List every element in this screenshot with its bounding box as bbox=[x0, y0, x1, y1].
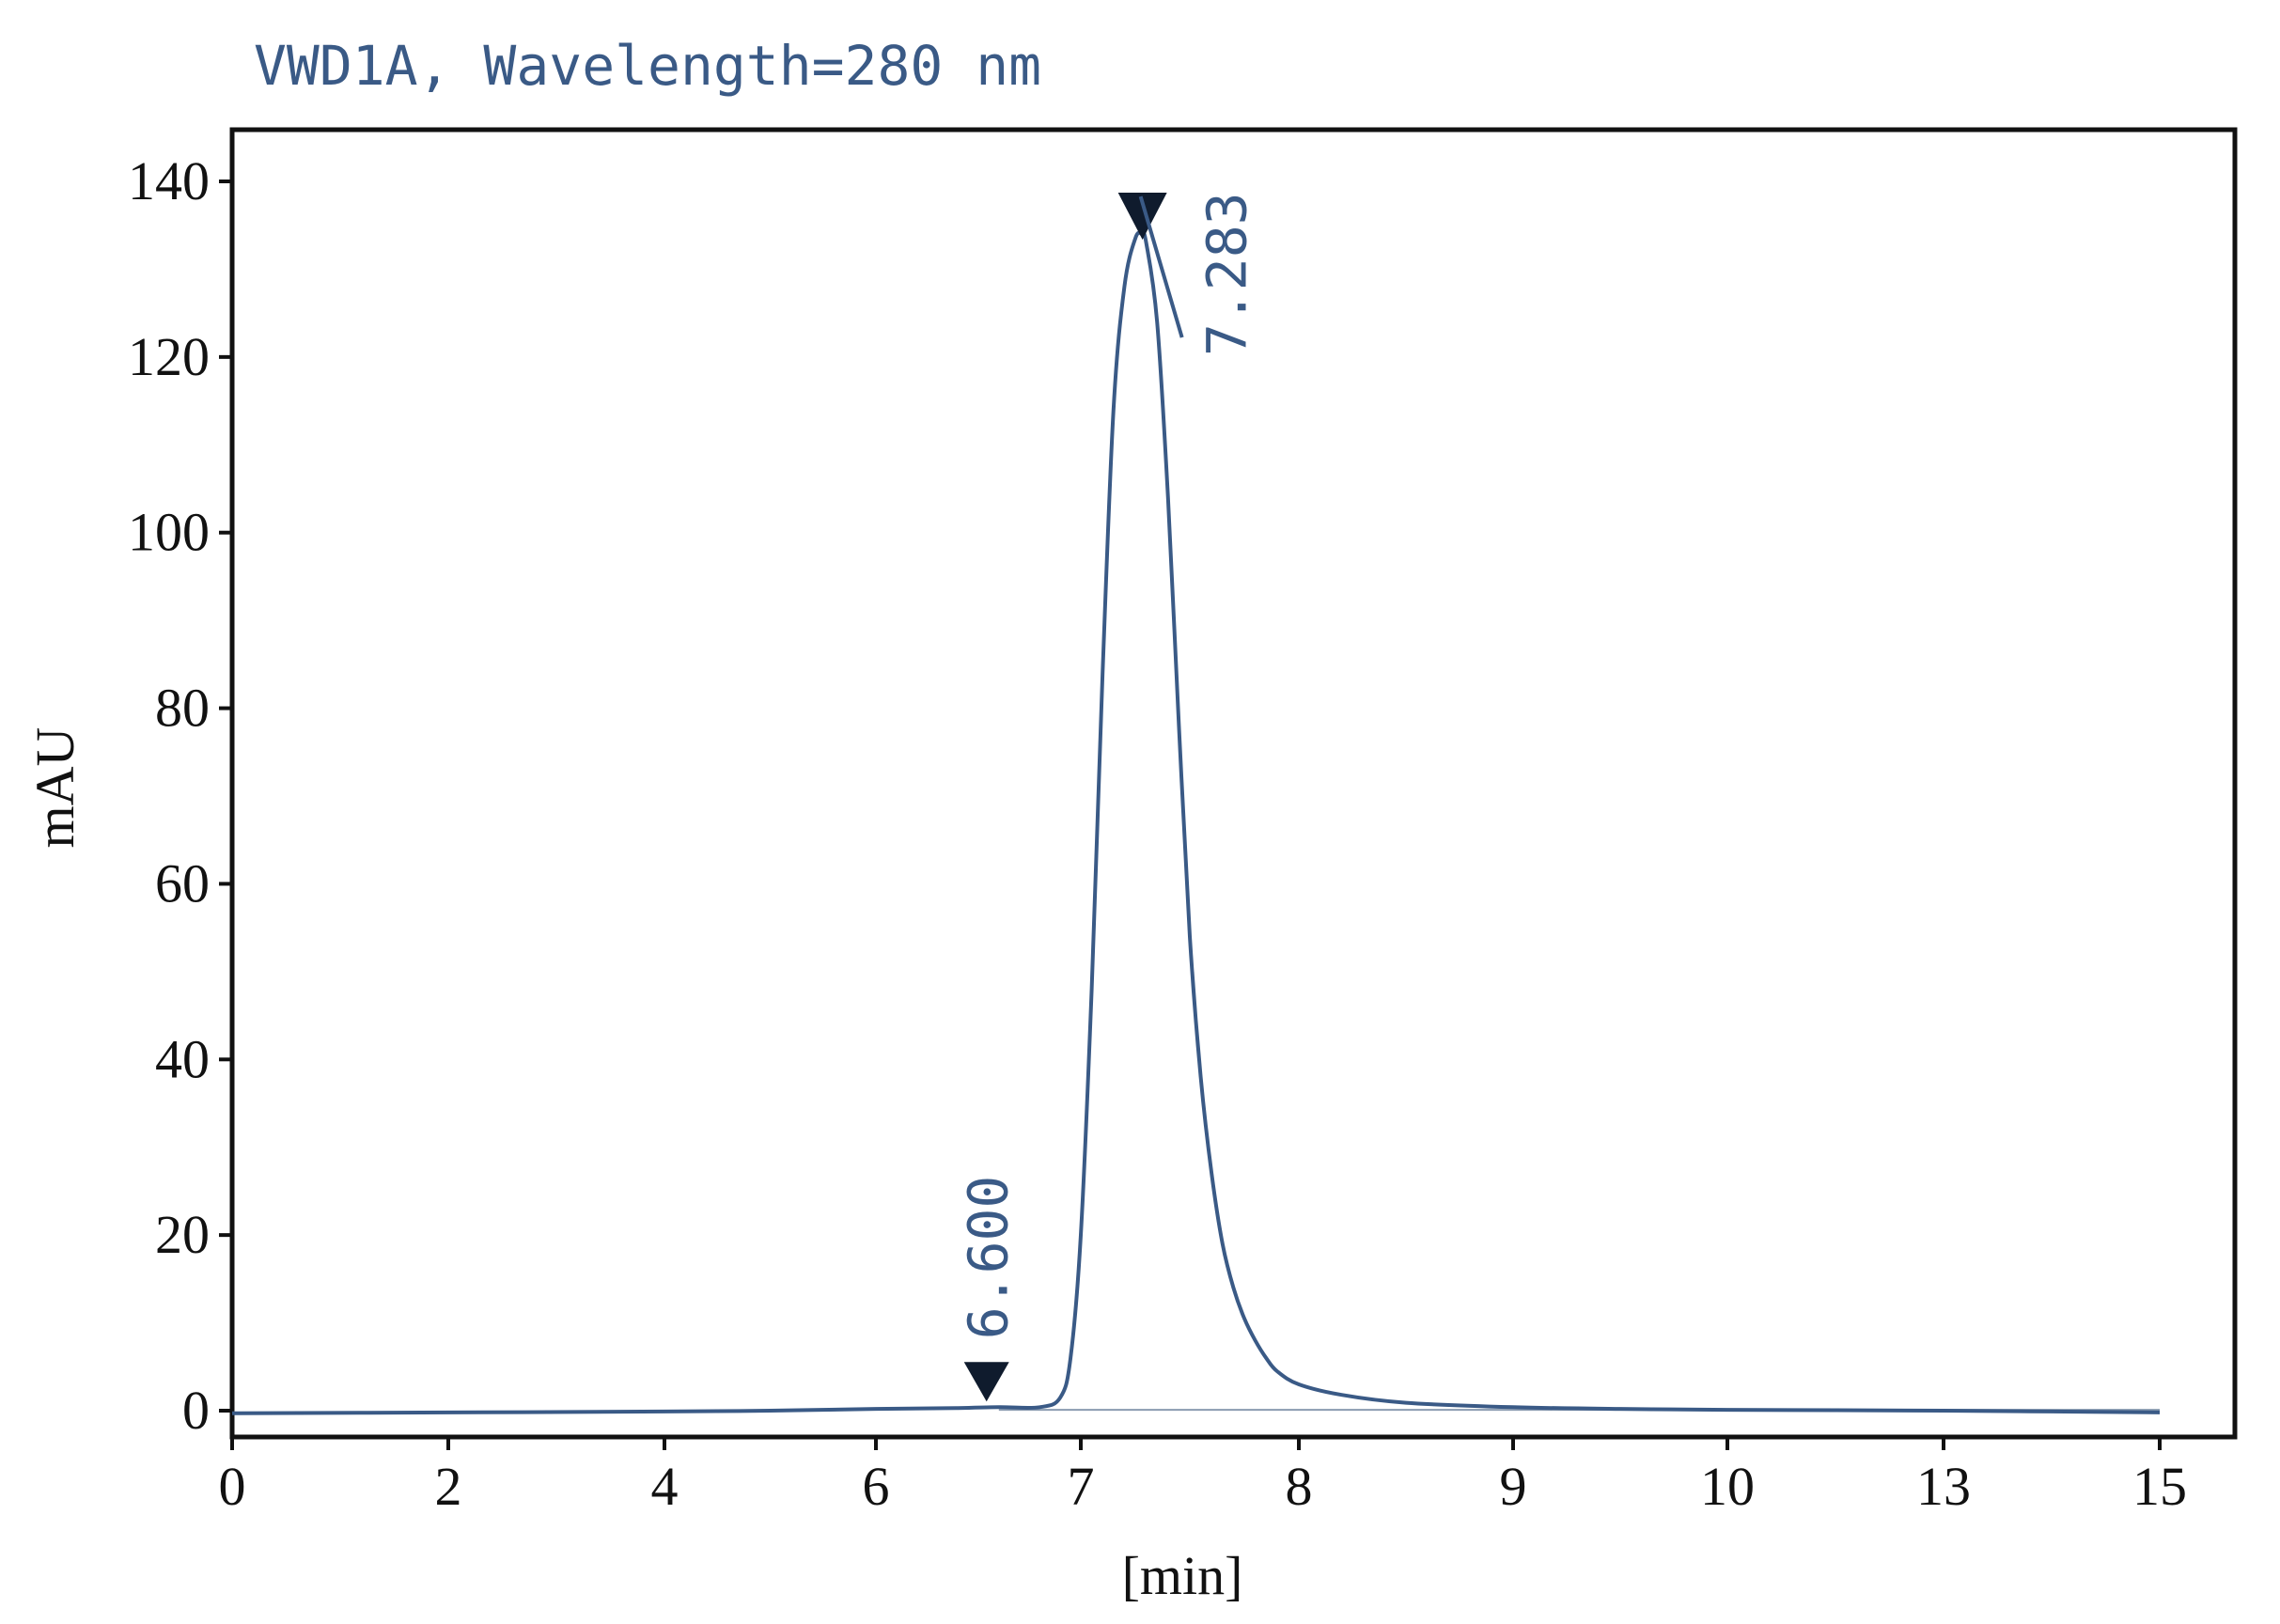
x-tick-label: 8 bbox=[1286, 1456, 1313, 1517]
peak-markers: 6.600 7.283 bbox=[957, 192, 1259, 1402]
peak-marker-7283 bbox=[1117, 193, 1167, 241]
x-tick-label: 7 bbox=[1068, 1456, 1095, 1517]
x-tick-label: 0 bbox=[219, 1456, 246, 1517]
peak-marker-6600 bbox=[963, 1362, 1009, 1402]
peak-label-6600: 6.600 bbox=[957, 1176, 1021, 1340]
y-axis-label: mAU bbox=[24, 727, 86, 849]
peak-label-7283: 7.283 bbox=[1195, 192, 1259, 356]
y-tick-label: 0 bbox=[182, 1380, 210, 1441]
x-tick-label: 10 bbox=[1700, 1456, 1755, 1517]
chart-title: VWD1A, Wavelength=280 nm bbox=[254, 34, 1041, 98]
x-axis: 0 2 4 6 7 8 9 10 13 15 bbox=[219, 1437, 2187, 1517]
x-tick-label: 2 bbox=[435, 1456, 462, 1517]
plot-frame bbox=[229, 127, 2238, 1440]
peak-marker-leader bbox=[1138, 195, 1184, 338]
x-tick-label: 15 bbox=[2132, 1456, 2187, 1517]
y-axis: 0 20 40 60 80 100 120 140 bbox=[128, 150, 232, 1441]
x-tick-label: 4 bbox=[651, 1456, 679, 1517]
x-axis-label: [min] bbox=[1122, 1545, 1243, 1606]
y-tick-label: 120 bbox=[128, 326, 210, 387]
y-tick-label: 140 bbox=[128, 150, 210, 211]
series-line bbox=[231, 230, 2161, 1415]
y-tick-label: 60 bbox=[155, 852, 210, 914]
y-tick-label: 80 bbox=[155, 678, 210, 739]
x-tick-label: 9 bbox=[1500, 1456, 1527, 1517]
y-tick-label: 100 bbox=[128, 502, 210, 563]
y-tick-label: 20 bbox=[155, 1204, 210, 1265]
x-tick-label: 6 bbox=[863, 1456, 890, 1517]
y-tick-label: 40 bbox=[155, 1028, 210, 1089]
x-tick-label: 13 bbox=[1916, 1456, 1971, 1517]
